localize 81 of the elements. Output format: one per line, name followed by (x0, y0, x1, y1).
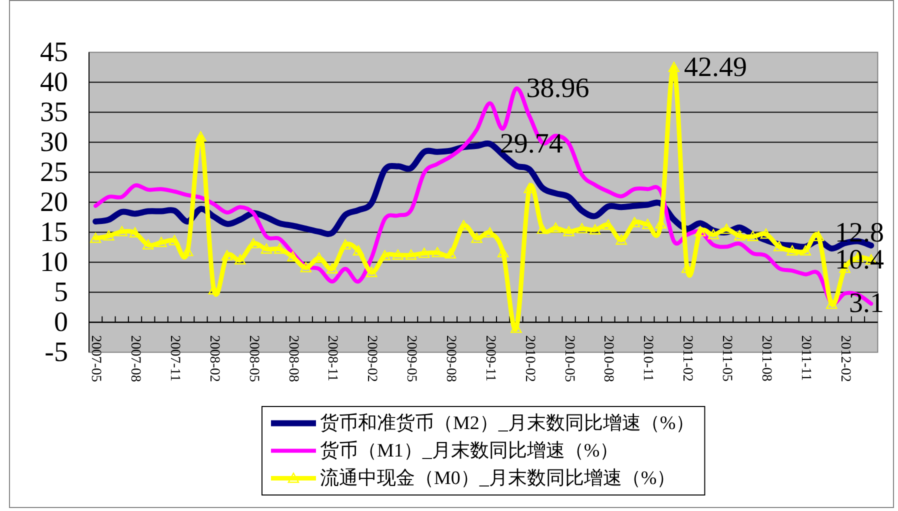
point (774, 241, 785, 252)
x-tick-label: 2009-11 (482, 335, 498, 382)
point (300, 262, 312, 272)
y-tick-label: 15 (40, 216, 68, 248)
point (168, 235, 180, 246)
point (274, 244, 286, 254)
x-tick-label: 2011-02 (680, 335, 695, 382)
point (734, 230, 746, 240)
point (260, 244, 272, 254)
x-tick-label: 2010-02 (522, 335, 537, 382)
y-tick-label: 25 (40, 156, 68, 188)
y-tick-label: 40 (40, 66, 68, 98)
point (418, 248, 430, 258)
x-tick-label: 2009-05 (404, 335, 419, 382)
point (576, 223, 588, 234)
y-tick-label: 10 (40, 246, 68, 278)
point (340, 239, 351, 250)
point (142, 239, 154, 250)
point (221, 250, 233, 260)
point (668, 62, 680, 72)
point (287, 251, 298, 262)
x-tick-label: 2007-11 (166, 335, 182, 382)
x-tick-label: 2010-11 (640, 335, 656, 382)
x-tick-label: 2011-11 (798, 335, 813, 381)
point (694, 226, 706, 236)
x-tick-label: 2007-08 (128, 335, 143, 382)
point (326, 263, 338, 274)
point (642, 218, 654, 230)
legend-label: 货币（M1）_月末数同比增速（%） (320, 440, 619, 462)
point (747, 230, 758, 242)
legend-label: 货币和准货币（M2）_月末数同比增速（%） (320, 412, 695, 434)
y-tick-label: 30 (40, 126, 68, 158)
point (563, 226, 574, 236)
point (786, 245, 798, 256)
point (392, 250, 404, 260)
y-tick-label: -5 (44, 336, 68, 368)
point (720, 224, 732, 234)
point (90, 232, 102, 243)
point (471, 232, 482, 243)
x-tick-label: 2008-02 (206, 335, 222, 382)
legend-label: 流通中现金（M0）_月末数同比增速（%） (320, 466, 676, 489)
y-tick-label: 5 (54, 276, 68, 308)
point (116, 226, 128, 236)
point (550, 222, 562, 233)
y-tick-label: 35 (40, 96, 68, 128)
point (444, 248, 456, 258)
point (812, 230, 824, 242)
x-tick-label: 2012-02 (837, 335, 852, 382)
point (826, 298, 838, 309)
x-tick-label: 2008-05 (246, 335, 261, 382)
x-tick-label: 2010-08 (600, 335, 616, 382)
point (352, 245, 364, 256)
point (103, 230, 114, 240)
point (405, 250, 417, 260)
point (195, 131, 206, 142)
point (432, 247, 443, 258)
x-tick-label: 2010-05 (561, 335, 576, 382)
point (708, 229, 719, 240)
point (616, 234, 627, 245)
point (156, 236, 167, 248)
x-tick-label: 2011-05 (719, 335, 734, 382)
x-tick-label: 2009-02 (364, 335, 380, 382)
point (234, 254, 246, 264)
x-tick-label: 2011-08 (758, 335, 774, 382)
data-label: 38.96 (526, 73, 590, 104)
x-tick-label: 2009-08 (442, 335, 458, 382)
y-tick-label: 0 (54, 306, 68, 338)
y-tick-label: 45 (40, 36, 68, 68)
y-tick-label: 20 (40, 186, 68, 218)
x-tick-label: 2008-11 (324, 335, 340, 382)
data-label: 3.1 (849, 288, 884, 320)
x-tick-label: 2007-05 (88, 335, 104, 382)
point (366, 266, 378, 278)
point (497, 247, 509, 258)
point (628, 217, 640, 228)
point (536, 224, 548, 234)
point (800, 245, 812, 256)
point (379, 250, 390, 260)
data-label: 42.49 (684, 52, 747, 83)
point (589, 224, 601, 234)
x-tick-label: 2008-08 (285, 335, 300, 382)
